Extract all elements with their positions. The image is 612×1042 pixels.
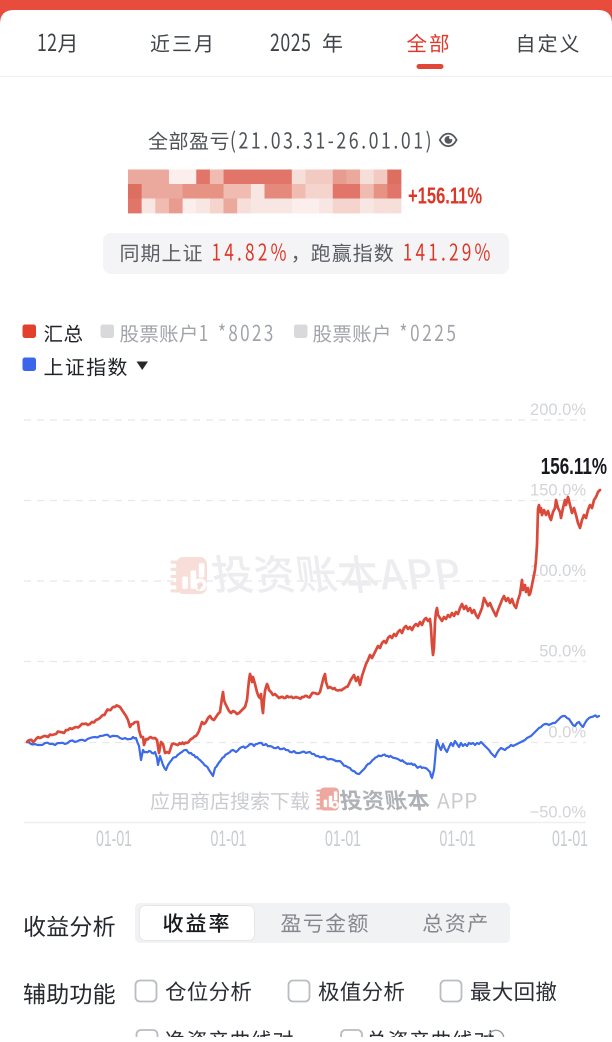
svg-text:01-01: 01-01 [96,826,132,851]
svg-text:100.0%: 100.0% [530,562,586,580]
svg-text:01-01: 01-01 [325,826,361,851]
svg-text:01-01: 01-01 [440,826,476,851]
svg-text:50.0%: 50.0% [539,643,586,661]
svg-text:156.11%: 156.11% [541,455,607,480]
svg-text:+156.11%: +156.11% [408,184,482,209]
svg-text:150.0%: 150.0% [530,482,586,500]
svg-text:−50.0%: −50.0% [530,804,587,822]
svg-text:01-01: 01-01 [552,826,588,851]
svg-text:0.0%: 0.0% [548,724,586,742]
svg-text:200.0%: 200.0% [530,401,586,419]
svg-text:01-01: 01-01 [211,826,247,851]
